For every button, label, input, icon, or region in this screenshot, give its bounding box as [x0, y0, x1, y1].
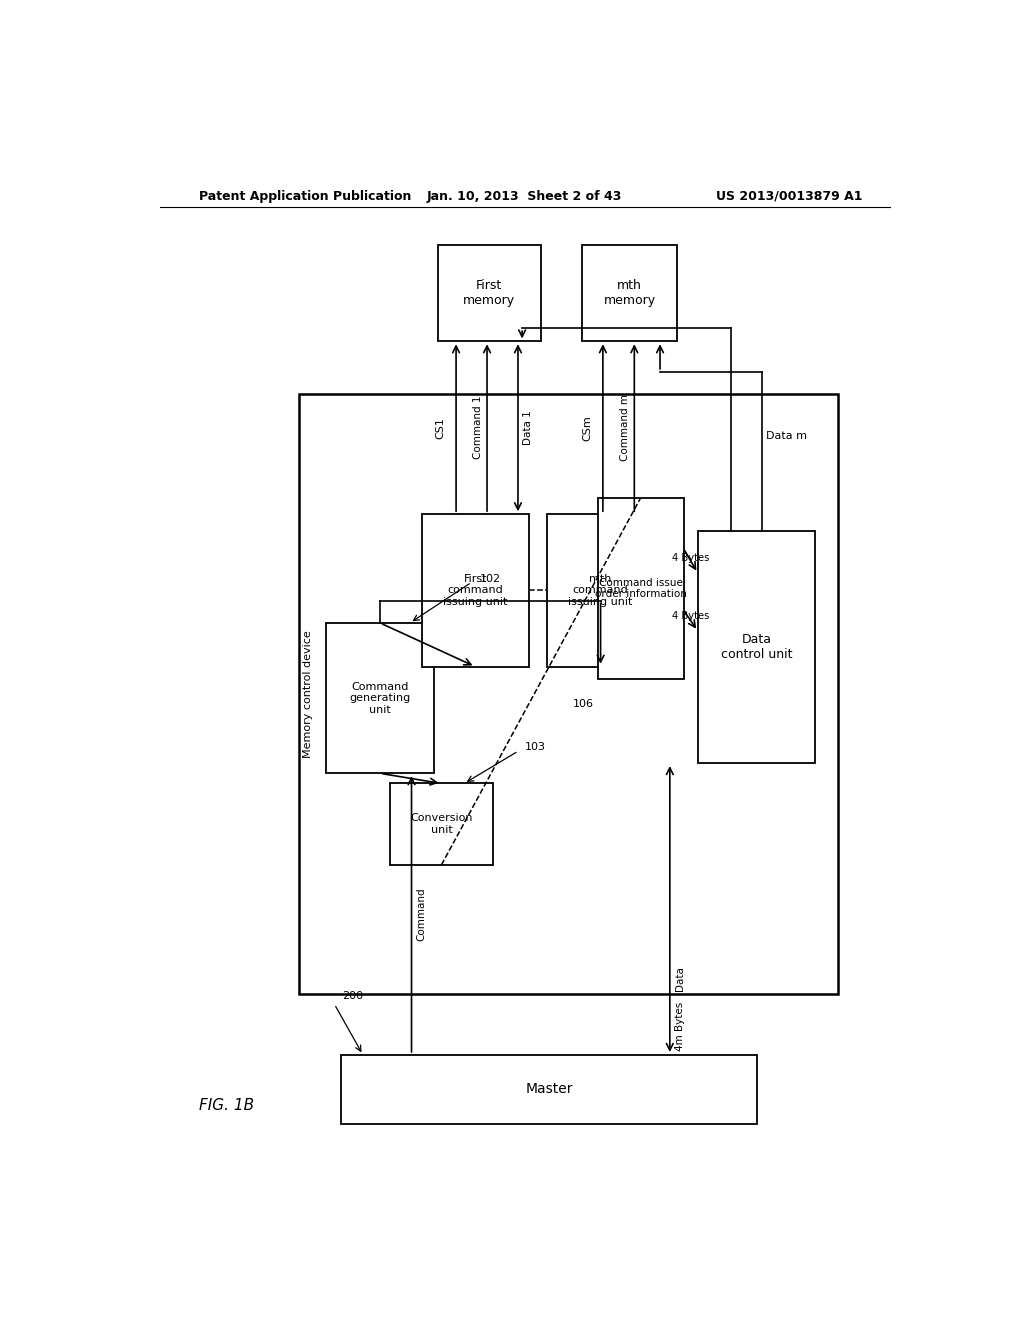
Text: 4 Bytes: 4 Bytes	[672, 611, 710, 620]
Text: Memory control device: Memory control device	[303, 630, 313, 758]
Text: Data 1: Data 1	[523, 411, 534, 445]
Text: Command m: Command m	[620, 395, 630, 461]
Bar	[299, 395, 839, 994]
Text: Jan. 10, 2013  Sheet 2 of 43: Jan. 10, 2013 Sheet 2 of 43	[427, 190, 623, 202]
Text: First
memory: First memory	[463, 279, 515, 308]
Text: Data
control unit: Data control unit	[721, 634, 793, 661]
Text: CSm: CSm	[582, 414, 592, 441]
Text: Command issue
order information: Command issue order information	[595, 578, 687, 599]
Text: 4m Bytes: 4m Bytes	[675, 1002, 685, 1051]
Bar	[582, 244, 677, 342]
Text: Conversion
unit: Conversion unit	[411, 813, 473, 836]
Text: Command 1: Command 1	[472, 396, 482, 459]
Text: mth
command
issuing unit: mth command issuing unit	[568, 574, 633, 607]
Bar	[422, 515, 528, 667]
Text: FIG. 1B: FIG. 1B	[200, 1098, 255, 1113]
Bar	[341, 1055, 758, 1125]
Text: 103: 103	[524, 742, 546, 752]
Bar	[327, 623, 433, 774]
Text: US 2013/0013879 A1: US 2013/0013879 A1	[716, 190, 862, 202]
Text: mth
memory: mth memory	[603, 279, 655, 308]
Text: 106: 106	[573, 700, 594, 709]
Bar	[598, 498, 684, 678]
Bar	[437, 244, 541, 342]
Text: First
command
issuing unit: First command issuing unit	[443, 574, 507, 607]
Text: Patent Application Publication: Patent Application Publication	[200, 190, 412, 202]
Text: Data m: Data m	[766, 432, 807, 441]
Bar	[697, 532, 815, 763]
Text: 4 Bytes: 4 Bytes	[672, 553, 710, 562]
Text: 200: 200	[342, 991, 364, 1001]
Text: CS1: CS1	[435, 417, 445, 438]
Bar	[390, 784, 494, 865]
Bar	[547, 515, 654, 667]
Text: Command
generating
unit: Command generating unit	[349, 681, 411, 714]
Text: Master: Master	[525, 1082, 572, 1097]
Text: Command: Command	[417, 887, 427, 941]
Text: Data: Data	[675, 966, 685, 991]
Text: 102: 102	[479, 574, 501, 585]
